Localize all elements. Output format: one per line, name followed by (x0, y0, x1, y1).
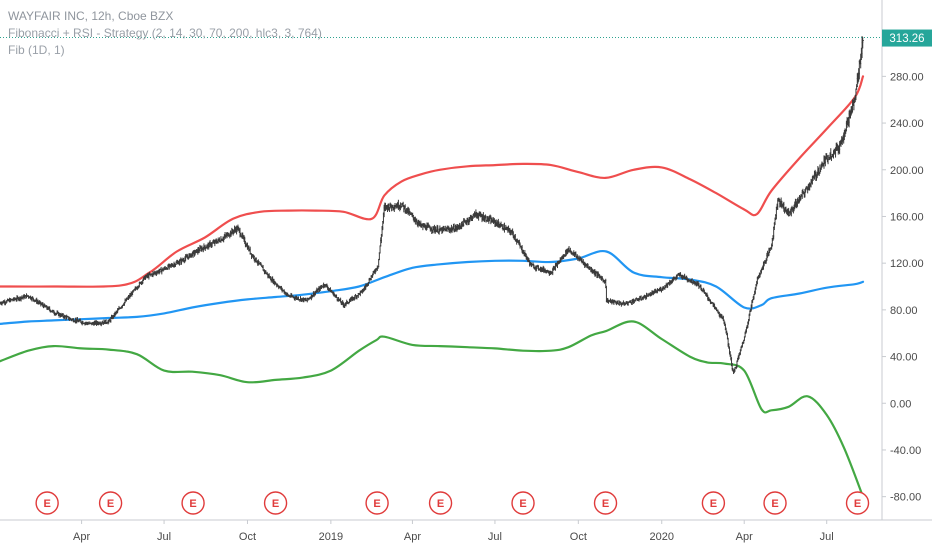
earnings-marker (701, 491, 726, 515)
earnings-marker-label: E (771, 498, 778, 510)
earnings-marker (593, 491, 618, 515)
legend: WAYFAIR INC, 12h, Cboe BZX Fibonacci + R… (8, 8, 322, 59)
y-tick-label: -40.00 (890, 445, 921, 457)
lower-band-line (0, 320, 865, 498)
earnings-marker (98, 491, 123, 515)
legend-symbol-title: WAYFAIR INC, 12h, Cboe BZX (8, 9, 174, 23)
earnings-marker-label: E (43, 498, 50, 510)
upper-band-line (0, 75, 865, 288)
last-price-label: 313.26 (889, 33, 924, 45)
x-tick-label: Jul (820, 531, 834, 543)
y-tick-label: 200.00 (890, 165, 924, 177)
y-tick-label: 120.00 (890, 258, 924, 270)
x-tick-label: Apr (736, 531, 753, 543)
y-tick-label: -80.00 (890, 492, 921, 504)
x-tick-label: Jul (488, 531, 502, 543)
last-price-box (882, 29, 932, 47)
earnings-marker-label: E (854, 498, 861, 510)
y-tick-label: 160.00 (890, 211, 924, 223)
earnings-marker-label: E (373, 498, 380, 510)
y-tick-label: 40.00 (890, 352, 918, 364)
earnings-marker (511, 491, 535, 515)
x-tick-label: Jul (157, 531, 171, 543)
series-group (0, 75, 865, 498)
earnings-marker-label: E (437, 498, 444, 510)
x-tick-label: 2020 (649, 531, 673, 543)
last-price-tag: 313.26 (0, 29, 932, 47)
earnings-marker-label: E (519, 498, 526, 510)
earnings-marker (263, 491, 288, 515)
middle-band-line (0, 249, 865, 325)
earnings-marker (763, 491, 787, 515)
y-tick-label: 280.00 (890, 71, 924, 83)
x-tick-label: Apr (73, 531, 90, 543)
earnings-marker (428, 491, 453, 515)
price-bars (0, 36, 864, 375)
x-tick-label: Oct (570, 531, 587, 543)
x-tick-label: Apr (404, 531, 421, 543)
earnings-marker (365, 491, 389, 515)
earnings-marker-label: E (189, 498, 196, 510)
legend-strategy: Fibonacci + RSI - Strategy (2, 14, 30, 7… (8, 26, 322, 40)
axes: -80.00 -40.00 0.00 40.00 80.00 120.00 160.00 20… (0, 0, 932, 543)
legend-fib: Fib (1D, 1) (8, 43, 65, 57)
y-tick-label: 240.00 (890, 118, 924, 130)
earnings-marker (845, 491, 870, 515)
earnings-marker (35, 491, 59, 515)
earnings-marker-label: E (710, 498, 717, 510)
earnings-marker-label: E (602, 498, 609, 510)
x-tick-label: Oct (239, 531, 256, 543)
x-tick-label: 2019 (319, 531, 343, 543)
y-tick-label: 80.00 (890, 305, 918, 317)
y-tick-label: 0.00 (890, 398, 911, 410)
earnings-marker (181, 491, 205, 515)
earnings-marker-label: E (272, 498, 279, 510)
earnings-marker-label: E (107, 498, 114, 510)
